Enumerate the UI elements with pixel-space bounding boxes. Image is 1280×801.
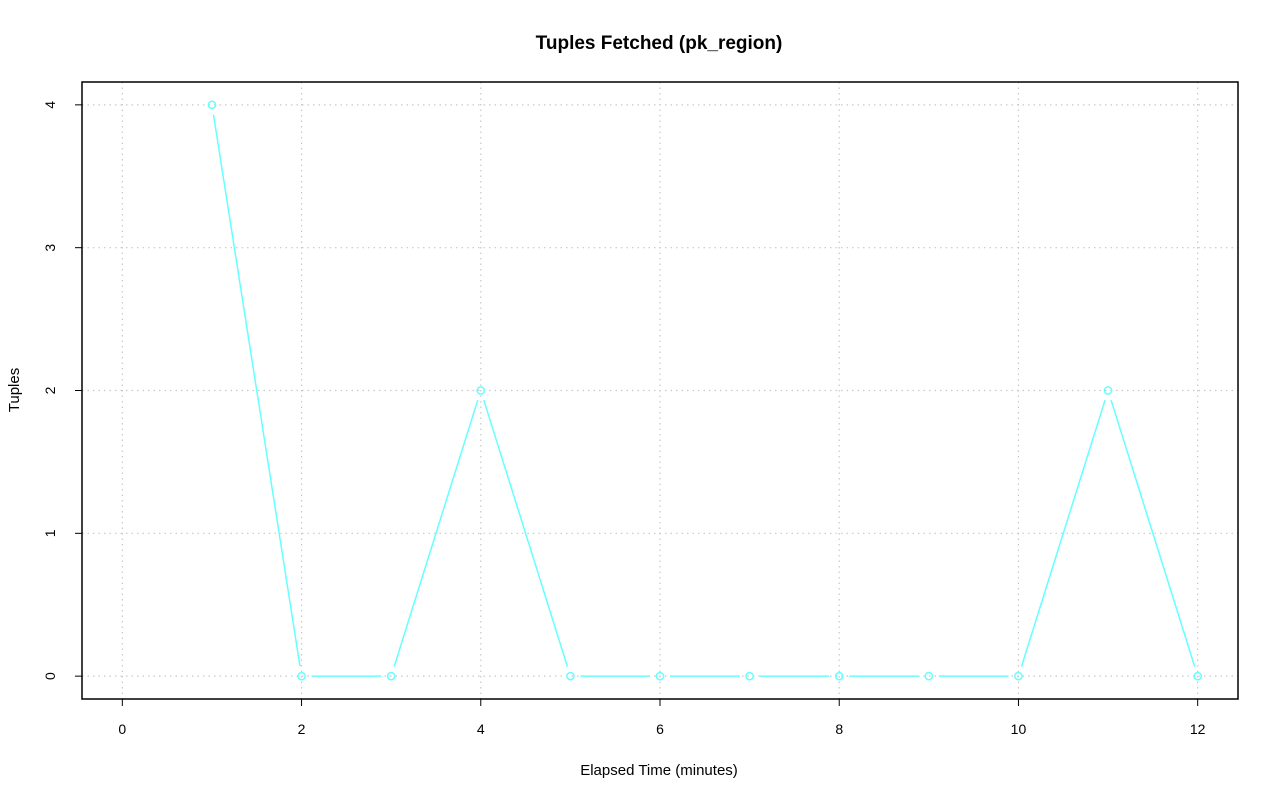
x-tick-label: 2 [298,721,306,737]
x-tick-label: 10 [1011,721,1027,737]
data-point [655,671,665,681]
x-tick-label: 4 [477,721,485,737]
x-tick-label: 12 [1190,721,1206,737]
x-tick-label: 6 [656,721,664,737]
x-axis-label: Elapsed Time (minutes) [580,762,738,779]
y-tick-label: 0 [42,672,58,680]
data-point [1103,386,1113,395]
data-point [207,100,217,110]
data-point [386,671,396,681]
data-point [745,671,754,681]
series-line-segment [393,399,479,667]
y-tick-label: 4 [42,101,58,109]
grid [82,82,1238,699]
data-point [1014,671,1023,681]
x-tick-label: 0 [118,721,126,737]
x-axis: 0 2 4 6 8 10 12 [118,698,1206,737]
series-line-segment [1110,399,1196,667]
y-axis-label: Tuples [6,368,23,412]
y-tick-label: 1 [42,529,58,537]
y-axis: 0 1 2 3 4 [42,101,82,680]
points-layer [207,100,1203,681]
series-line-segment [1020,399,1106,667]
series-line-segment [212,114,301,667]
chart-title: Tuples Fetched (pk_region) [536,33,783,54]
data-point [566,671,575,681]
data-point [1193,671,1203,681]
x-tick-label: 8 [835,721,843,737]
y-tick-label: 2 [42,386,58,394]
data-point [297,671,306,681]
data-point [834,671,844,681]
data-point [476,386,486,395]
y-tick-label: 3 [42,244,58,252]
series-line-segment [483,399,569,667]
data-point [924,671,934,681]
series-layer [212,114,1196,677]
